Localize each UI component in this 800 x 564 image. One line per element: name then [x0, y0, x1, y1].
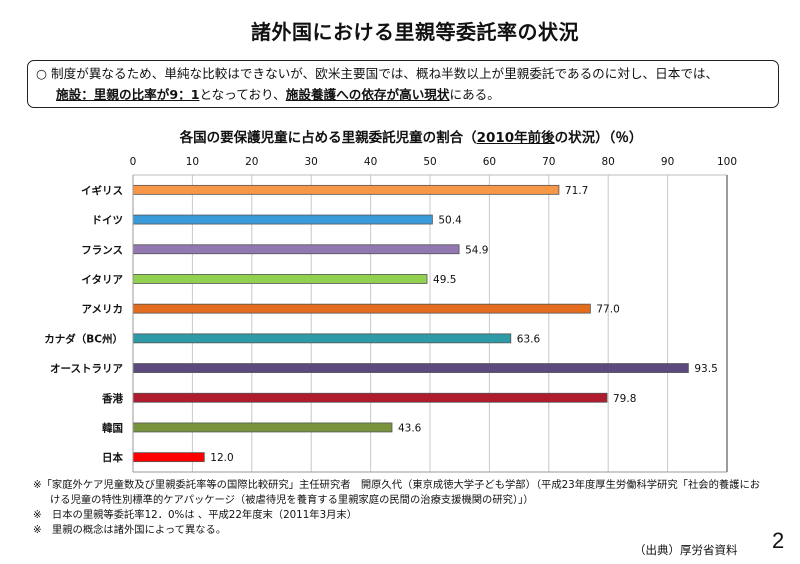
value-label: 63.6: [517, 333, 541, 345]
x-tick-label: 40: [364, 156, 377, 168]
footnote-source-2: ける児童の特性別標準的ケアパッケージ（被虐待児を養育する里親家庭の民間の治療支援…: [50, 494, 534, 506]
page-number: 2: [772, 528, 785, 553]
bar: [132, 333, 512, 344]
chart-title-prefix: 各国の要保護児童に占める里親委託児童の割合（: [179, 130, 477, 146]
bar: [132, 184, 560, 195]
value-label: 77.0: [596, 304, 619, 316]
footnote-concept: ※ 里親の概念は諸外国によって異なる。: [33, 524, 227, 536]
category-label: 韓国: [102, 421, 123, 434]
bar: [132, 274, 428, 284]
x-tick-label: 90: [661, 156, 674, 168]
category-label: アメリカ: [82, 304, 123, 316]
bar: [132, 303, 591, 314]
value-label: 54.9: [465, 244, 488, 256]
bars: [132, 184, 689, 463]
chart-title-suffix: の状況）（％）: [554, 130, 643, 146]
bar: [132, 363, 689, 373]
plot-frame: [132, 174, 728, 473]
value-label: 43.6: [398, 422, 422, 434]
x-tick-label: 30: [305, 156, 318, 168]
category-label: ドイツ: [92, 215, 124, 227]
x-tick-label: 60: [483, 156, 496, 168]
x-tick-label: 100: [717, 156, 737, 168]
footnote-japan-rate: ※ 日本の里親等委託率12．0%は 、平成22年度末（2011年3月末）: [33, 509, 358, 521]
value-label: 71.7: [565, 185, 588, 197]
source-citation: （出典）厚労省資料: [634, 543, 738, 557]
x-tick-label: 10: [186, 156, 199, 168]
summary-highlight-dependence: 施設養護への依存が高い現状: [285, 87, 450, 102]
page-title: 諸外国における里親等委託率の状況: [251, 20, 579, 44]
value-label: 50.4: [438, 215, 462, 227]
x-tick-label: 70: [542, 156, 555, 168]
value-label: 93.5: [694, 363, 717, 375]
bar: [132, 452, 205, 463]
value-label: 12.0: [210, 452, 233, 464]
summary-text-3: にある。: [449, 87, 500, 102]
x-tick-label: 20: [245, 156, 258, 168]
summary-highlight-ratio: 施設：里親の比率が9：1: [56, 87, 200, 102]
x-tick-label: 50: [423, 156, 436, 168]
gridlines: [191, 175, 669, 472]
chart-title: 各国の要保護児童に占める里親委託児童の割合（2010年前後の状況）（％）: [0, 126, 800, 146]
x-tick-label: 0: [130, 156, 137, 168]
value-label: 49.5: [433, 274, 456, 286]
category-label: フランス: [81, 244, 123, 256]
category-label: 香港: [101, 392, 123, 405]
category-label: カナダ（BC州）: [44, 332, 123, 345]
bar: [132, 244, 460, 255]
bar: [132, 392, 608, 403]
category-label: イギリス: [81, 184, 123, 197]
footnote-source-1: ※「家庭外ケア児童数及び里親委託率等の国際比較研究」主任研究者 開原久代（東京成…: [33, 479, 761, 491]
summary-line-2: 施設：里親の比率が9：1となっており、施設養護への依存が高い現状にある。: [36, 84, 768, 105]
bar: [132, 214, 433, 225]
bullet-icon: ○: [36, 66, 47, 81]
summary-line-1: ○ 制度が異なるため、単純な比較はできないが、欧米主要国では、概ね半数以上が里親…: [36, 63, 768, 84]
value-label: 79.8: [613, 393, 636, 405]
x-tick-label: 80: [602, 156, 615, 168]
category-label: オーストラリア: [50, 363, 123, 375]
chart-title-period: 2010年前後: [476, 130, 555, 146]
summary-box: ○ 制度が異なるため、単純な比較はできないが、欧米主要国では、概ね半数以上が里親…: [27, 60, 779, 108]
summary-text-1: 制度が異なるため、単純な比較はできないが、欧米主要国では、概ね半数以上が里親委託…: [51, 66, 719, 81]
x-axis-ticks: 0 10 20 30 40 50 60 70 80 90 100: [130, 156, 737, 168]
footnotes: ※「家庭外ケア児童数及び里親委託率等の国際比較研究」主任研究者 開原久代（東京成…: [33, 478, 793, 538]
category-label: 日本: [102, 451, 123, 464]
category-label: イタリア: [81, 274, 123, 286]
bar: [132, 422, 393, 433]
value-labels: 71.7 50.4 54.9 49.5 77.0 63.6 93.5 79.8 43.6 12.0: [210, 185, 718, 464]
summary-text-2: となっており、: [199, 87, 286, 102]
